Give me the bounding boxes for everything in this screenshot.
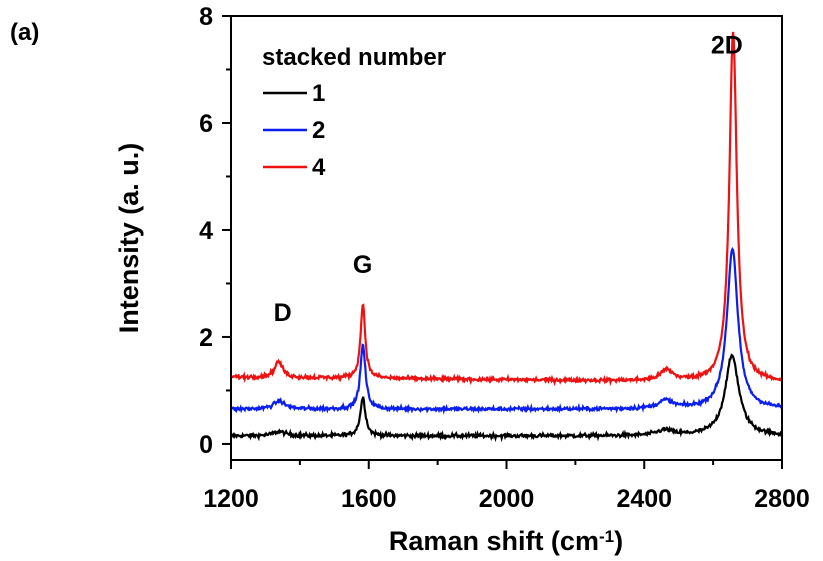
- x-tick-label: 2000: [479, 485, 535, 513]
- peak-labels: D G 2D: [274, 31, 743, 326]
- y-tick-label: 6: [199, 110, 213, 138]
- peak-label-2D: 2D: [711, 31, 743, 59]
- series-layer: [229, 31, 783, 443]
- y-tick-label: 8: [199, 3, 213, 31]
- x-axis-title: Raman shift (cm-1): [389, 526, 623, 556]
- x-tick-label: 2800: [754, 485, 810, 513]
- x-axis-title-superscript: -1: [599, 527, 614, 546]
- series-line-4: [229, 31, 783, 387]
- legend-items: 1 2 4: [263, 80, 326, 181]
- y-axis-title: Intensity (a. u.): [114, 143, 144, 334]
- legend: stacked number 1 2 4: [262, 44, 446, 181]
- peak-label-G: G: [353, 251, 372, 279]
- y-tick-label: 0: [199, 431, 213, 459]
- series-line-2: [229, 246, 783, 415]
- ticks-layer: 1200 1600 2000 2400 2800 0 2 4 6 8: [199, 3, 810, 513]
- x-tick-label: 2400: [616, 485, 672, 513]
- x-tick-label: 1200: [203, 485, 259, 513]
- legend-label-2: 2: [312, 117, 325, 144]
- panel-label: (a): [10, 19, 39, 46]
- series-line-1: [230, 353, 783, 443]
- x-tick-label: 1600: [341, 485, 397, 513]
- legend-title: stacked number: [262, 44, 446, 71]
- y-tick-label: 2: [199, 324, 213, 352]
- legend-label-1: 1: [312, 80, 325, 107]
- peak-label-D: D: [274, 299, 292, 327]
- legend-label-4: 4: [312, 154, 326, 181]
- y-tick-label: 4: [199, 217, 213, 245]
